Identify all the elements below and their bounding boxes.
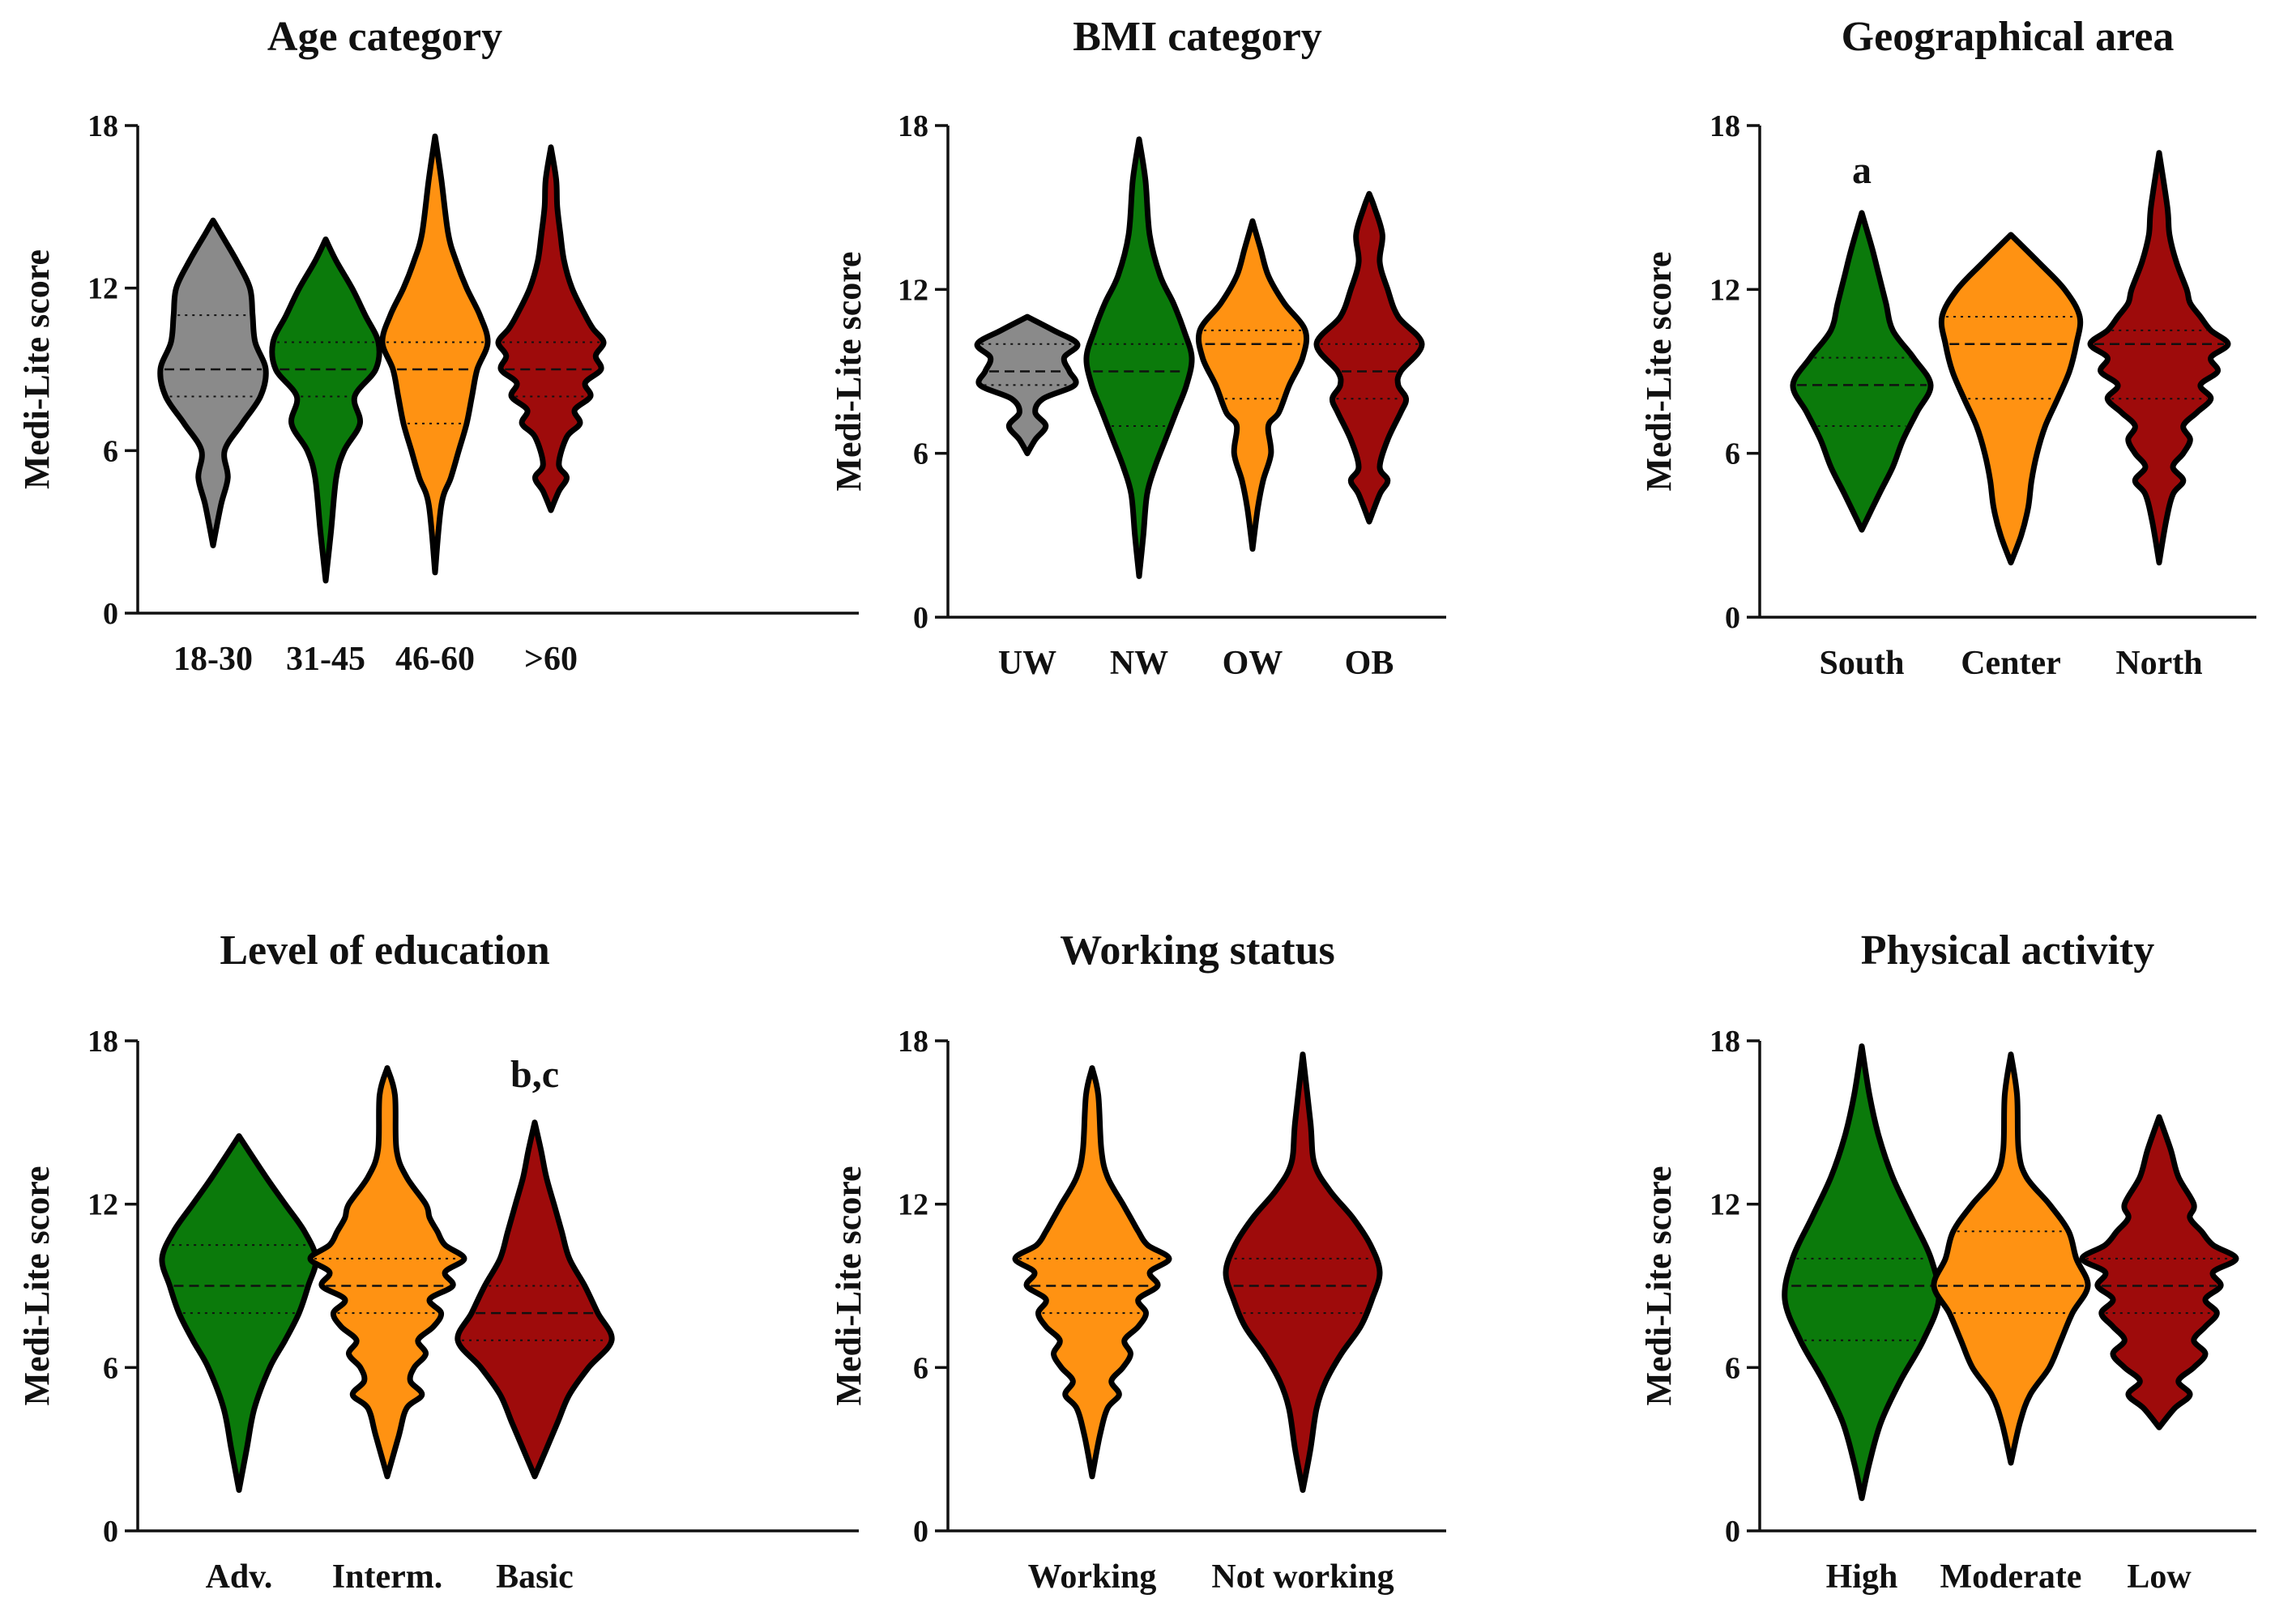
y-tick-label: 18 — [1709, 109, 1740, 143]
violin-north — [2087, 150, 2231, 566]
violin-not-working — [1223, 1051, 1383, 1494]
y-axis-label: Medi-Lite score — [829, 251, 869, 491]
y-axis-label: Medi-Lite score — [1639, 251, 1679, 491]
violin-46-60 — [379, 133, 491, 576]
x-category-label: Center — [1961, 645, 2061, 682]
y-axis-label: Medi-Lite score — [1639, 1166, 1679, 1405]
y-axis-label: Medi-Lite score — [17, 1166, 57, 1405]
violin-ow — [1195, 218, 1310, 552]
panel-title: Age category — [267, 14, 502, 60]
y-tick-label: 18 — [88, 1025, 118, 1059]
violin-high — [1782, 1043, 1942, 1502]
y-tick-label: 0 — [103, 597, 118, 631]
panel-geographical-area: Geographical area Medi-Lite score 0 6 12 18 So… — [1639, 14, 2256, 682]
panel-age-category: Age category Medi-Lite score 0 6 12 18 18-30 31… — [17, 14, 859, 678]
y-tick-label: 6 — [103, 1351, 118, 1385]
y-tick-label: 12 — [1709, 1188, 1740, 1222]
violin-center — [1938, 232, 2084, 566]
violin-moderate — [1931, 1051, 2091, 1466]
violin-low — [2079, 1114, 2239, 1430]
violin-31-45 — [269, 237, 382, 584]
violin-ob — [1313, 190, 1425, 525]
violin-interm- — [307, 1065, 467, 1480]
x-category-label: 31-45 — [286, 641, 365, 678]
y-tick-label: 18 — [88, 109, 118, 143]
x-category-label: Not working — [1211, 1558, 1394, 1596]
panel-level-of-education: Level of education Medi-Lite score 0 6 12 18 A… — [17, 927, 859, 1596]
x-category-label: South — [1819, 645, 1904, 682]
y-tick-label: 12 — [898, 273, 928, 307]
x-category-label: High — [1826, 1558, 1898, 1596]
panel-working-status: Working status Medi-Lite score 0 6 12 18 Worki… — [829, 927, 1446, 1596]
panel-title: Physical activity — [1861, 927, 2155, 974]
x-category-label: OW — [1223, 645, 1283, 682]
y-tick-label: 0 — [913, 601, 928, 635]
y-tick-label: 6 — [1725, 437, 1740, 471]
x-category-label: UW — [998, 645, 1056, 682]
y-tick-label: 6 — [913, 437, 928, 471]
x-category-label: 18-30 — [173, 641, 253, 678]
y-tick-label: 12 — [88, 1188, 118, 1222]
x-category-label: Interm. — [332, 1558, 442, 1596]
violin-adv- — [159, 1133, 319, 1494]
y-tick-label: 18 — [1709, 1025, 1740, 1059]
y-tick-label: 18 — [898, 109, 928, 143]
y-axis-label: Medi-Lite score — [829, 1166, 869, 1405]
significance-annotation: a — [1852, 149, 1872, 192]
violin-18-30 — [157, 217, 269, 548]
x-category-label: OB — [1345, 645, 1394, 682]
x-category-label: >60 — [524, 641, 578, 678]
significance-annotation: b,c — [510, 1053, 559, 1096]
violin--60 — [495, 144, 607, 514]
panel-title: Level of education — [220, 927, 549, 974]
violin-south — [1790, 210, 1934, 533]
y-tick-label: 6 — [103, 434, 118, 468]
panel-title: Geographical area — [1842, 14, 2175, 60]
panel-title: BMI category — [1073, 14, 1322, 60]
y-tick-label: 18 — [898, 1025, 928, 1059]
x-category-label: Moderate — [1940, 1558, 2082, 1596]
y-axis-label: Medi-Lite score — [17, 249, 57, 489]
x-category-label: Basic — [496, 1558, 574, 1596]
violin-uw — [974, 313, 1081, 457]
y-tick-label: 0 — [1725, 1515, 1740, 1549]
y-tick-label: 12 — [88, 272, 118, 306]
y-tick-label: 6 — [1725, 1351, 1740, 1385]
x-category-label: NW — [1110, 645, 1168, 682]
y-tick-label: 12 — [1709, 273, 1740, 307]
y-tick-label: 6 — [913, 1351, 928, 1385]
x-category-label: 46-60 — [395, 641, 475, 678]
x-category-label: Working — [1028, 1558, 1157, 1596]
x-category-label: Low — [2127, 1558, 2192, 1596]
x-category-label: Adv. — [206, 1558, 273, 1596]
violin-working — [1012, 1065, 1172, 1480]
panel-bmi-category: BMI category Medi-Lite score 0 6 12 18 UW NW OW O… — [829, 14, 1446, 682]
y-tick-label: 0 — [103, 1515, 118, 1549]
y-tick-label: 12 — [898, 1188, 928, 1222]
y-tick-label: 0 — [1725, 601, 1740, 635]
y-tick-label: 0 — [913, 1515, 928, 1549]
panel-physical-activity: Physical activity Medi-Lite score 0 6 12 18 Hi… — [1639, 927, 2256, 1596]
panel-title: Working status — [1060, 927, 1335, 974]
x-category-label: North — [2115, 645, 2202, 682]
violin-nw — [1083, 136, 1195, 579]
violin-basic — [455, 1119, 615, 1480]
